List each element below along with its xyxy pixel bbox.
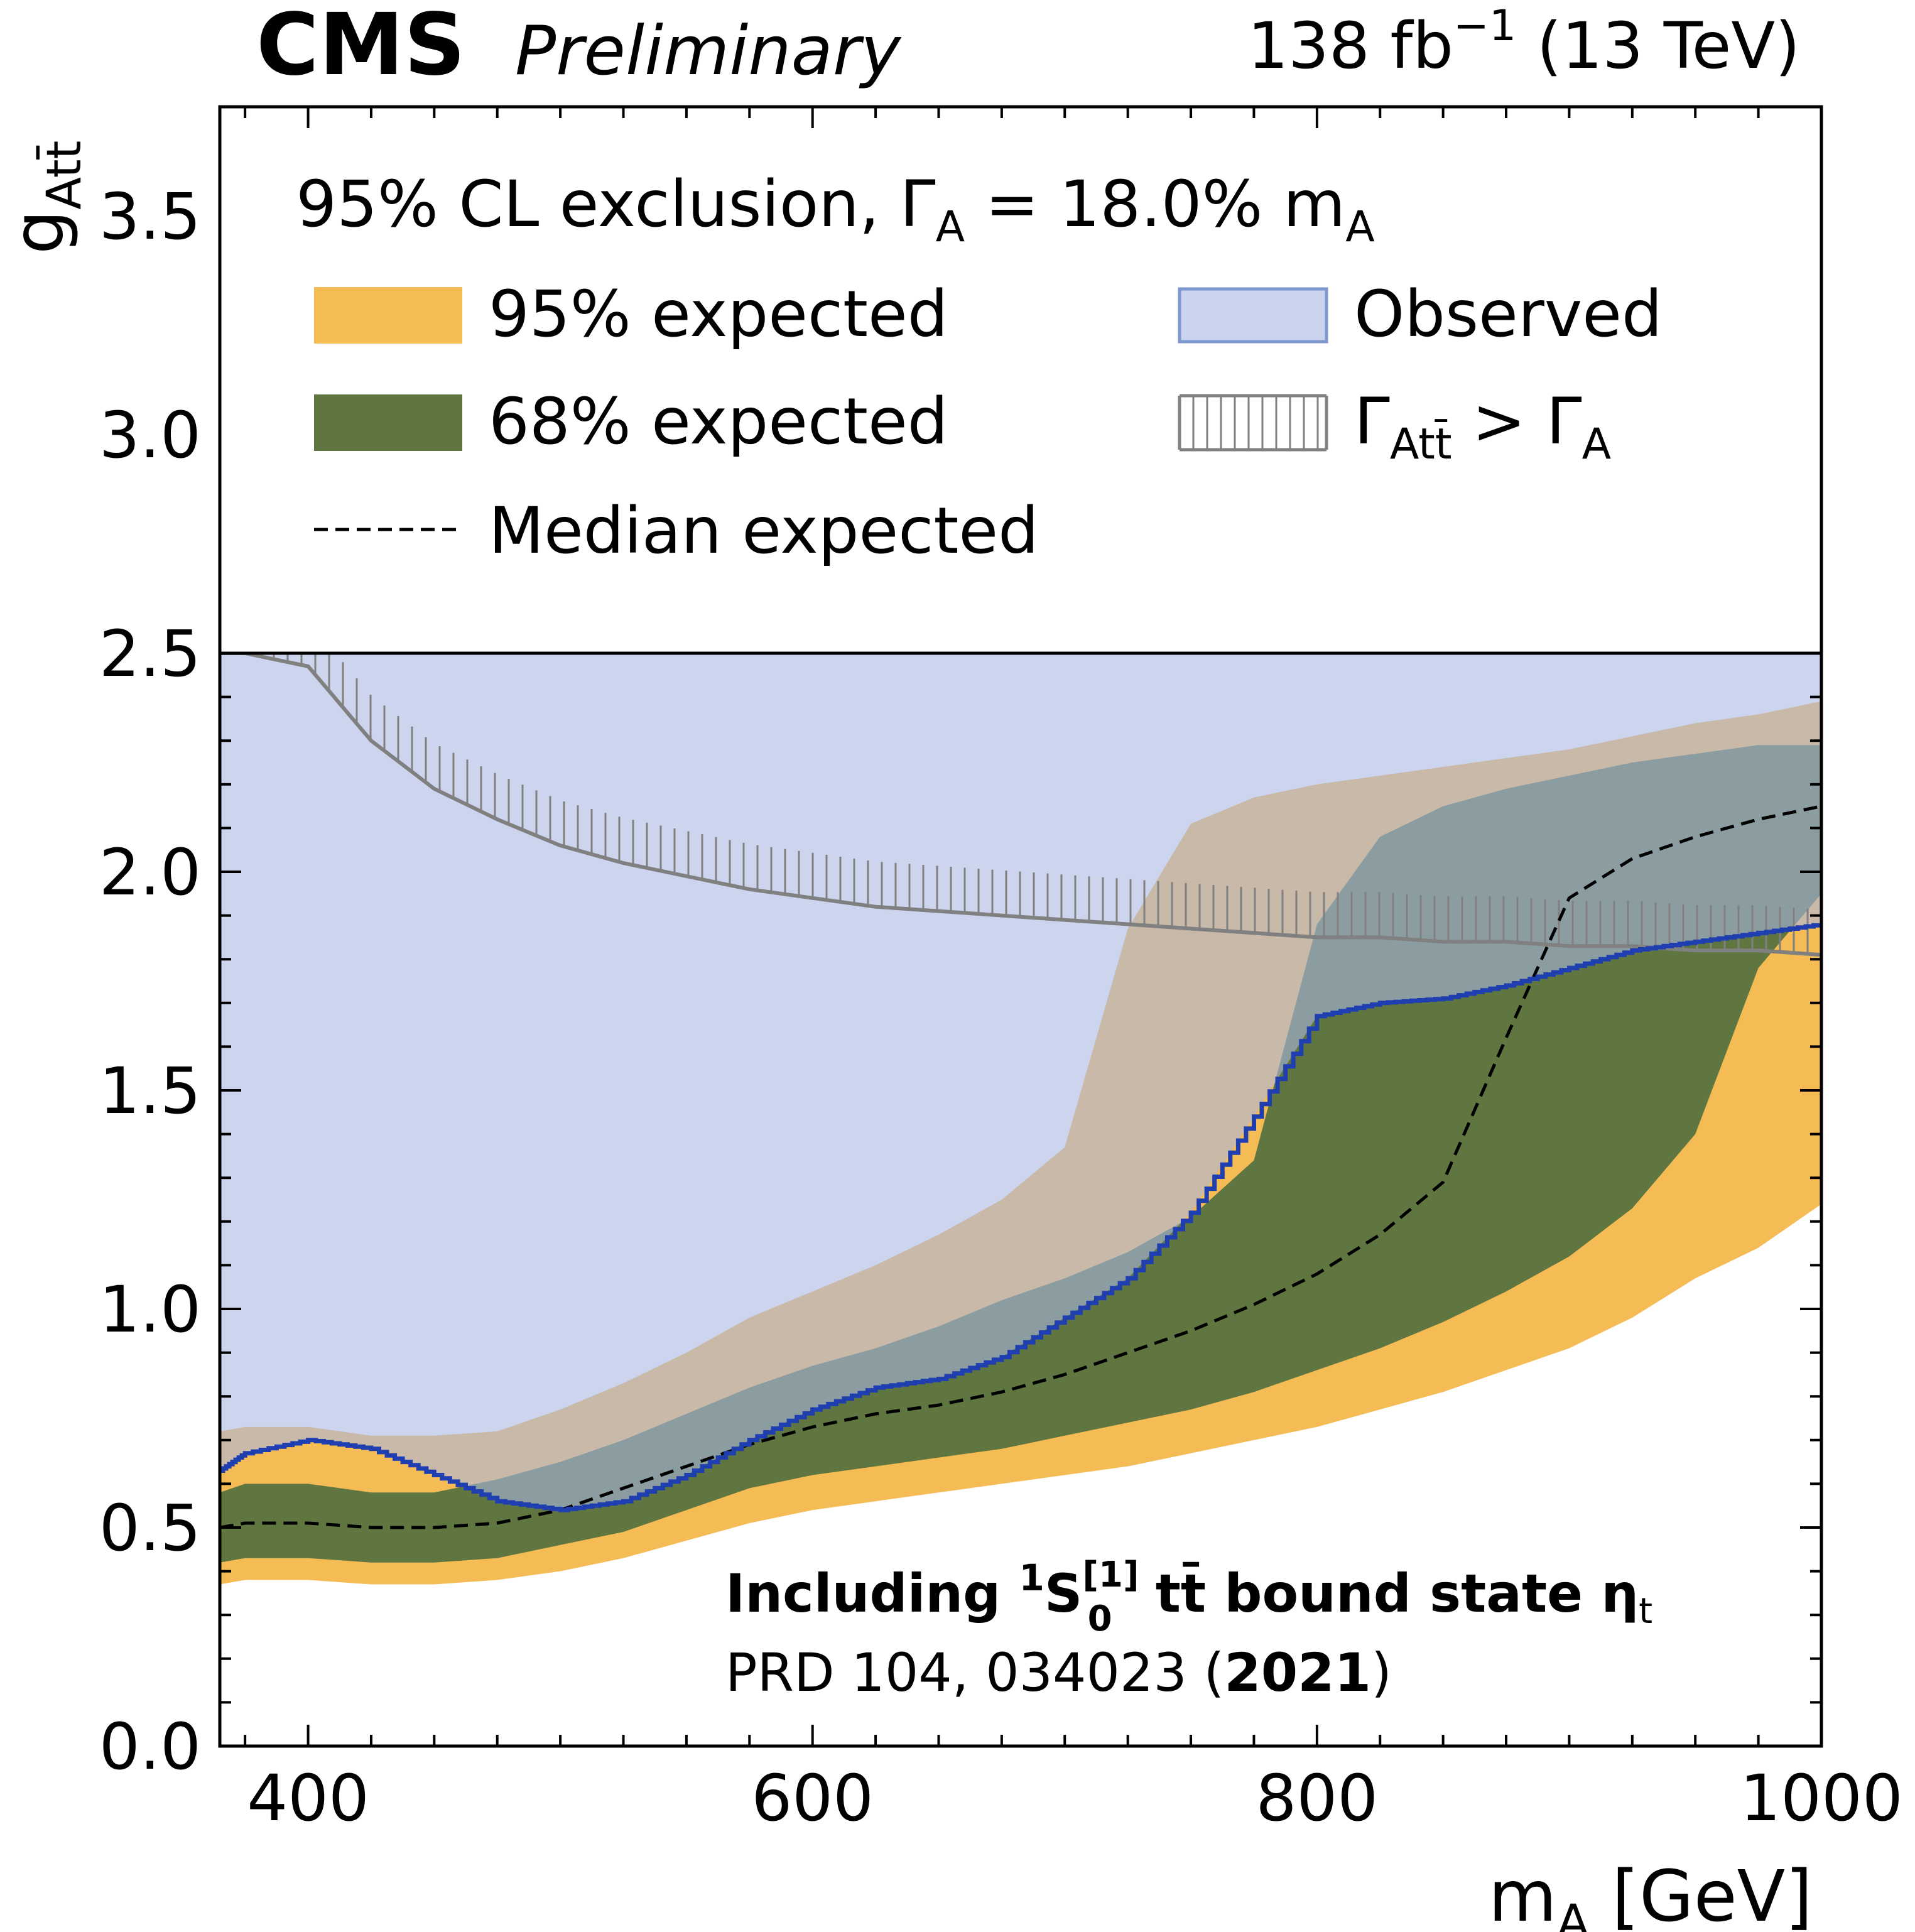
y-tick-label: 3.0	[99, 398, 201, 473]
line-observed	[220, 923, 1821, 1512]
annotation-bound-state: Including 1S[1] 0 tt̄ bound state ηt	[725, 1555, 1652, 1639]
legend-label-expected-95: 95% expected	[489, 277, 948, 352]
line-width-limit	[220, 653, 1821, 957]
legend-title: 95% CL exclusion, ΓA = 18.0% mA	[296, 167, 1375, 252]
x-tick-label: 1000	[1740, 1761, 1903, 1836]
legend-label-expected-68: 68% expected	[489, 384, 948, 459]
legend-swatch-width-limit	[1178, 394, 1328, 452]
y-axis-label: gAtt̄	[0, 141, 92, 254]
y-tick-label: 0.5	[99, 1491, 201, 1566]
y-tick-label: 2.0	[99, 835, 201, 910]
axis-ticks: 400 600 800 1000 0.0 0.5 1.0 1.5 2.0 2.5 3.0 3.5	[99, 107, 1903, 1836]
y-tick-label: 2.5	[99, 617, 201, 692]
status-label: Preliminary	[515, 12, 902, 90]
legend-swatch-expected-68	[314, 394, 462, 451]
y-tick-label: 1.5	[99, 1054, 201, 1129]
x-tick-label: 400	[247, 1761, 369, 1836]
region-observed-excluded	[220, 653, 1821, 1511]
y-tick-label: 1.0	[99, 1273, 201, 1347]
x-tick-label: 600	[751, 1761, 874, 1836]
annotation-reference: PRD 104, 034023 (2021)	[725, 1642, 1392, 1703]
legend-swatch-expected-95	[314, 287, 462, 344]
experiment-label: CMS	[256, 0, 465, 95]
legend-label-median: Median expected	[489, 494, 1039, 568]
axes-frame	[218, 105, 1823, 1748]
plot-area	[220, 653, 1821, 1585]
legend: 95% CL exclusion, ΓA = 18.0% mA 95% expe…	[296, 167, 1663, 568]
x-tick-label: 800	[1256, 1761, 1379, 1836]
hatch-width-limit	[245, 653, 1809, 954]
x-axis-label: mA [GeV]	[1489, 1856, 1813, 1932]
lumi-label: 138 fb−1 (13 TeV)	[1247, 1, 1800, 84]
y-tick-label: 0.0	[99, 1710, 201, 1784]
line-median-expected	[220, 805, 1821, 1529]
legend-label-width-limit: ΓAtt̄ > ΓA	[1354, 384, 1611, 469]
y-tick-label: 3.5	[99, 180, 201, 254]
legend-label-observed: Observed	[1354, 277, 1663, 352]
legend-swatch-observed	[1178, 287, 1328, 344]
